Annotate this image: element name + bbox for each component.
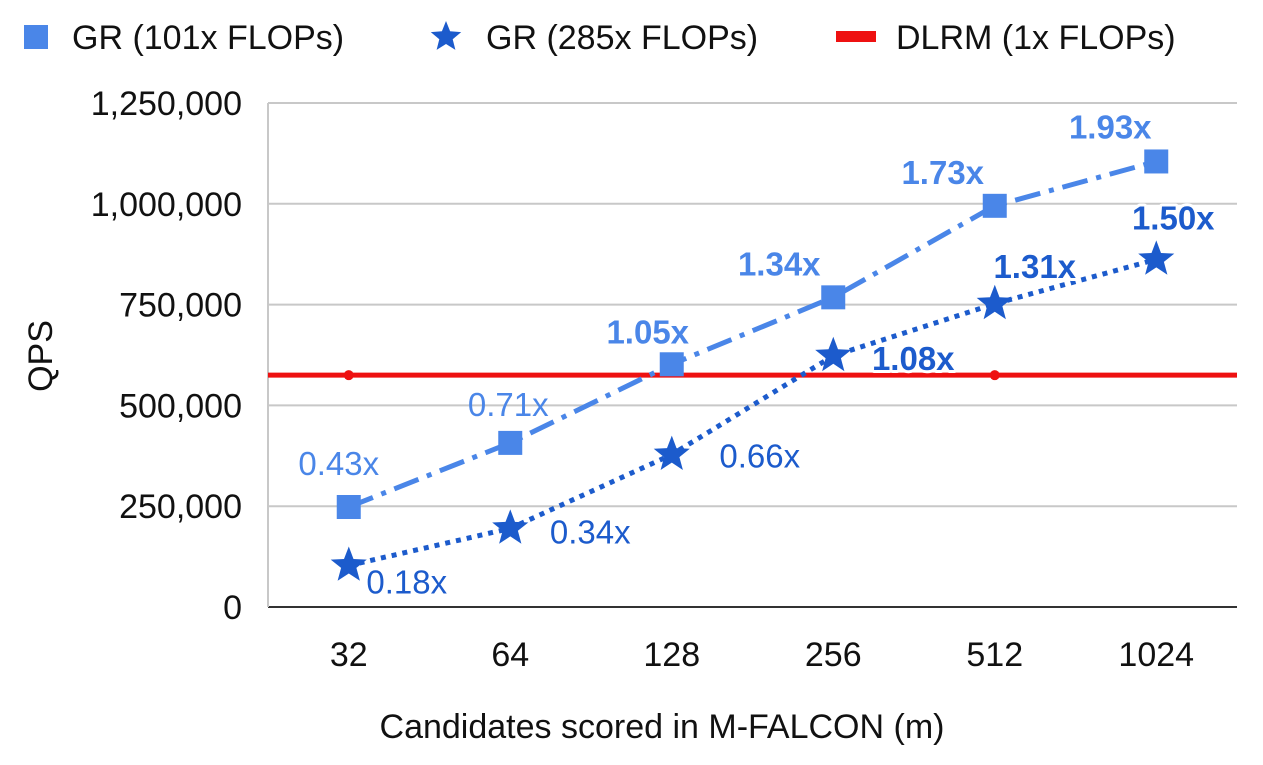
data-label-gr-285x: 1.50x [1132, 199, 1215, 236]
series-gr-285x-point [815, 336, 852, 372]
legend-swatch-line [836, 31, 876, 42]
x-axis-title: Candidates scored in M-FALCON (m) [380, 708, 945, 746]
data-label-gr-101x: 0.71x [468, 386, 549, 423]
data-label-gr-101x: 0.43x [298, 445, 379, 482]
grid-lines [268, 102, 1237, 508]
y-tick-label: 250,000 [119, 488, 242, 526]
data-label-gr-285x: 0.18x [366, 563, 447, 600]
series-gr-101x-point [982, 193, 1007, 218]
legend-label-dlrm: DLRM (1x FLOPs) [896, 19, 1176, 57]
x-tick-label: 1024 [1118, 636, 1194, 674]
y-tick-label: 1,250,000 [91, 85, 242, 123]
data-labels: 0.43x 0.71x 1.05x 1.34x 1.73x 1.93x 0.18x 0.34x… [298, 105, 1218, 600]
y-axis-title: QPS [22, 320, 60, 392]
data-label-gr-285x: 1.08x [872, 340, 955, 377]
data-label-gr-285x: 0.34x [550, 513, 631, 550]
series-gr-285x-line [348, 256, 1157, 568]
x-tick-label: 64 [491, 636, 529, 674]
legend-label-gr-101x: GR (101x FLOPs) [72, 19, 344, 57]
data-label-gr-101x: 1.73x [901, 154, 984, 191]
series-gr-101x-point [336, 495, 361, 520]
legend-swatch-star [430, 21, 462, 50]
legend-swatch-square [24, 25, 48, 49]
x-tick-label: 128 [643, 636, 700, 674]
y-tick-label: 750,000 [119, 287, 242, 325]
data-label-gr-101x: 1.34x [738, 245, 821, 282]
y-tick-label: 0 [223, 589, 242, 627]
y-tick-label: 500,000 [119, 387, 242, 425]
series-gr-285x-point [1138, 240, 1175, 275]
series-gr-285x-point [330, 546, 367, 581]
dlrm-point [989, 370, 1000, 381]
dlrm-point [343, 370, 354, 381]
data-label-gr-101x: 1.93x [1069, 108, 1152, 145]
series-gr-101x-point [821, 285, 846, 310]
data-label-gr-285x: 1.31x [993, 248, 1076, 285]
series-gr-101x-point [498, 430, 523, 455]
legend: GR (101x FLOPs) GR (285x FLOPs) DLRM (1x… [24, 19, 1176, 57]
data-label-gr-285x: 0.66x [719, 438, 800, 475]
series-gr-285x-point [653, 435, 690, 470]
x-tick-label: 512 [966, 636, 1023, 674]
legend-label-gr-285x: GR (285x FLOPs) [486, 19, 758, 57]
y-axis-ticks: 0 250,000 500,000 750,000 1,000,000 1,250,000 [91, 85, 242, 627]
x-tick-label: 256 [805, 636, 862, 674]
x-axis-ticks: 32 64 128 256 512 1024 [330, 636, 1194, 674]
series-gr-101x-line [347, 159, 1157, 510]
series-gr-285x-point [976, 284, 1013, 320]
series-gr-101x-point [659, 352, 684, 377]
y-tick-label: 1,000,000 [91, 186, 242, 224]
series-layer [268, 149, 1237, 581]
series-gr-101x-point [1144, 149, 1169, 174]
series-gr-285x-point [492, 509, 529, 544]
data-label-gr-101x: 1.05x [606, 313, 689, 350]
x-tick-label: 32 [330, 636, 368, 674]
